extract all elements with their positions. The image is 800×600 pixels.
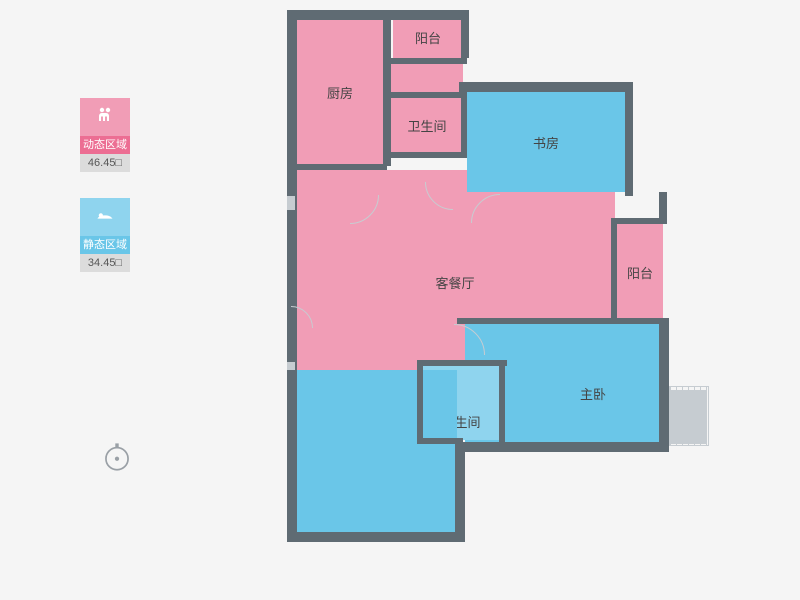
wall-light-segment [669,390,707,444]
wall-segment [383,58,467,64]
wall-segment [461,92,467,154]
wall-segment [287,164,387,170]
room-kitchen: 厨房 [297,20,383,164]
room-label: 主卧 [580,384,606,403]
legend-dynamic-label: 动态区域 [80,136,130,154]
wall-segment [499,360,505,444]
wall-segment [417,360,423,444]
wall-segment [625,82,633,196]
legend-static-label: 静态区域 [80,236,130,254]
wall-segment [383,92,467,98]
wall-segment [455,442,465,542]
legend-dynamic: 动态区域 46.45□ [80,98,130,172]
room-study: 书房 [467,92,625,192]
wall-light-segment [287,196,295,210]
wall-light-segment [287,362,295,370]
room-balcony-top: 阳台 [393,16,463,58]
wall-segment [659,322,669,452]
floor-plan-canvas: { "colors": { "dynamic": "#f19db6", "dyn… [0,0,800,600]
floor-plan: 阳台 厨房 卫生间 客餐厅 阳台 书房 主卧 卫生间 次卧 [275,10,740,575]
wall-segment [455,442,667,452]
wall-segment [383,16,391,166]
room-label: 阳台 [415,28,441,47]
legend-static: 静态区域 34.45□ [80,198,130,272]
wall-segment [287,364,297,542]
wall-segment [383,152,467,158]
wall-segment [287,10,469,20]
wall-segment [287,532,465,542]
wall-segment [459,82,633,92]
room-hall-upper [391,64,463,94]
room-label: 客餐厅 [435,273,474,292]
room-label: 厨房 [327,83,353,102]
wall-segment [417,438,463,444]
people-icon [80,98,130,136]
room-label: 阳台 [627,263,653,282]
sleep-icon [80,198,130,236]
legend-dynamic-value: 46.45□ [80,154,130,172]
wall-segment [611,218,617,324]
wall-segment [287,10,297,210]
room-label: 卫生间 [407,116,446,135]
wall-segment [417,360,507,366]
room-label: 书房 [533,133,559,152]
legend-static-value: 34.45□ [80,254,130,272]
wall-segment [461,10,469,58]
compass-icon [100,440,134,474]
wall-segment [611,218,667,224]
room-balcony-right: 阳台 [617,224,663,320]
wall-segment [457,318,669,324]
room-second-ext [297,442,457,532]
room-bath1: 卫生间 [391,98,463,152]
